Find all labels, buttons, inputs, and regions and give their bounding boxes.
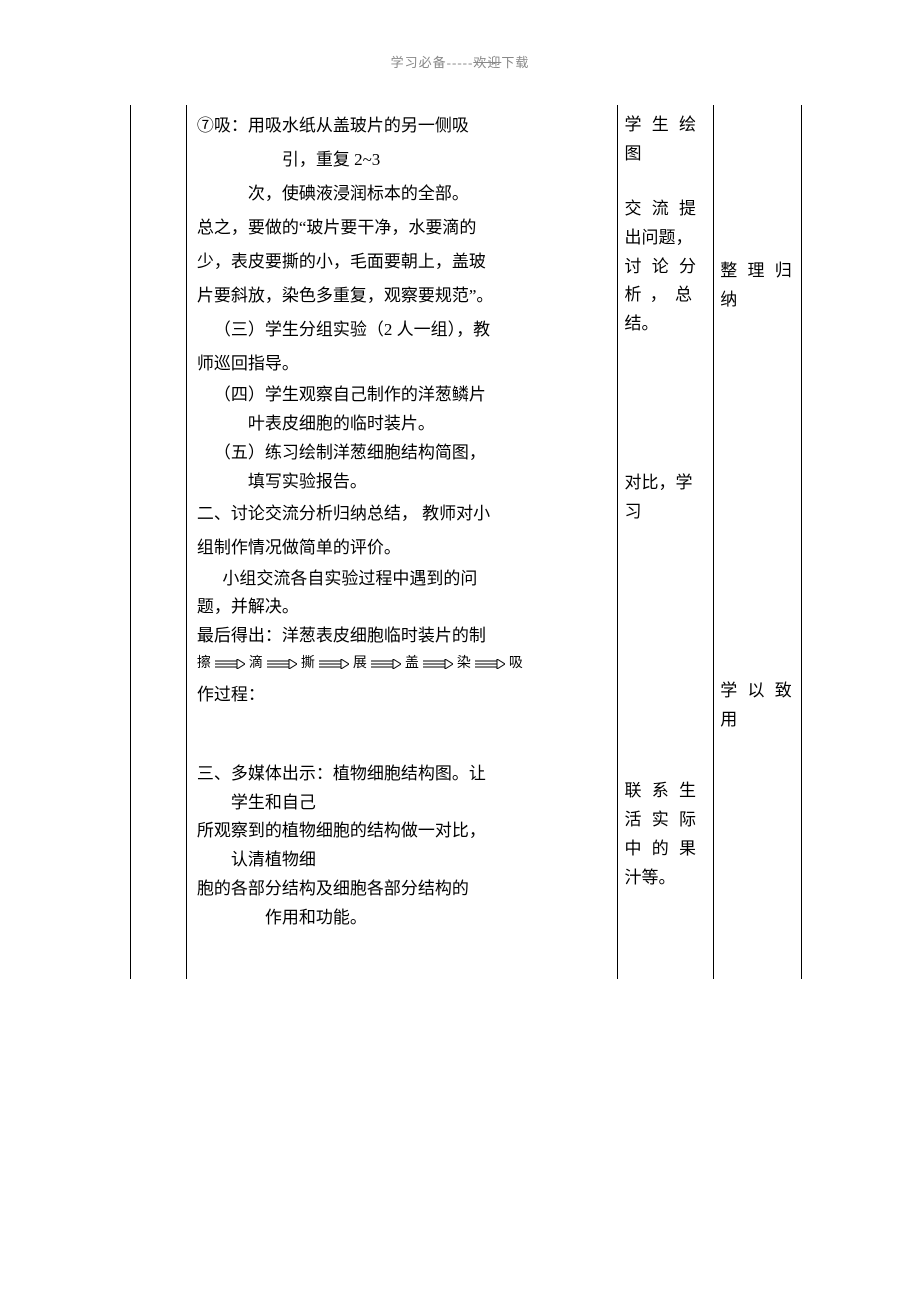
header-left: 学习必备 bbox=[391, 55, 447, 70]
process-flow: 擦 滴 撕 展 盖 染 吸 bbox=[197, 651, 608, 677]
text-line: 次，使碘液浸润标本的全部。 bbox=[197, 177, 608, 211]
text-line: 认清植物细 bbox=[197, 846, 608, 875]
lesson-plan-table: ⑦吸：用吸水纸从盖玻片的另一侧吸 引，重复 2~3 次，使碘液浸润标本的全部。 … bbox=[130, 105, 802, 979]
text-line: 交 流 提 bbox=[624, 195, 707, 224]
col1-cell bbox=[131, 105, 187, 979]
text-line: 所观察到的植物细胞的结构做一对比， bbox=[197, 817, 608, 846]
text-line: 最后得出：洋葱表皮细胞临时装片的制 bbox=[197, 622, 608, 651]
text-line: 学 以 致 bbox=[720, 677, 795, 706]
text-line: 析 ， 总 bbox=[624, 281, 707, 310]
text-line: 小组交流各自实验过程中遇到的问 bbox=[197, 565, 608, 594]
text-line: 总之，要做的“玻片要干净，水要滴的 bbox=[197, 211, 608, 245]
header-sep: ----- bbox=[447, 55, 474, 70]
text-line: 少，表皮要撕的小，毛面要朝上，盖玻 bbox=[197, 245, 608, 279]
text-line: 出问题， bbox=[624, 224, 707, 253]
text-line: 讨 论 分 bbox=[624, 253, 707, 282]
lesson-plan-table-wrap: ⑦吸：用吸水纸从盖玻片的另一侧吸 引，重复 2~3 次，使碘液浸润标本的全部。 … bbox=[130, 105, 802, 979]
text-line: 对比，学 bbox=[624, 469, 707, 498]
text-line: 片要斜放，染色多重复，观察要规范”。 bbox=[197, 279, 608, 313]
text-line: 学生和自己 bbox=[197, 789, 608, 818]
arrow-icon bbox=[475, 659, 505, 669]
arrow-icon bbox=[423, 659, 453, 669]
text-line: 汁等。 bbox=[624, 864, 707, 893]
text-line: 活 实 际 bbox=[624, 806, 707, 835]
text-line: 题，并解决。 bbox=[197, 593, 608, 622]
text-line: 胞的各部分结构及细胞各部分结构的 bbox=[197, 875, 608, 904]
flow-step: 染 bbox=[457, 653, 471, 675]
text-line: 叶表皮细胞的临时装片。 bbox=[197, 410, 608, 439]
text-line: ⑦吸：用吸水纸从盖玻片的另一侧吸 bbox=[197, 109, 608, 143]
text-line: （四）学生观察自己制作的洋葱鳞片 bbox=[197, 381, 608, 410]
text-line: 学 生 绘 bbox=[624, 111, 707, 140]
col4-cell: 整 理 归 纳 学 以 致 用 bbox=[714, 105, 802, 979]
text-line: 师巡回指导。 bbox=[197, 347, 608, 381]
text-line: （三）学生分组实验（2 人一组），教 bbox=[197, 313, 608, 347]
text-line: 联 系 生 bbox=[624, 777, 707, 806]
text-line: 整 理 归 bbox=[720, 257, 795, 286]
arrow-icon bbox=[267, 659, 297, 669]
flow-step: 吸 bbox=[509, 653, 523, 675]
table-row: ⑦吸：用吸水纸从盖玻片的另一侧吸 引，重复 2~3 次，使碘液浸润标本的全部。 … bbox=[131, 105, 802, 979]
text-line: （五）练习绘制洋葱细胞结构简图， bbox=[197, 439, 608, 468]
text-line: 作用和功能。 bbox=[197, 904, 608, 933]
text-line: 填写实验报告。 bbox=[197, 468, 608, 497]
flow-step: 撕 bbox=[301, 653, 315, 675]
page-header: 学习必备-----欢迎下载 bbox=[0, 0, 920, 71]
flow-step: 展 bbox=[353, 653, 367, 675]
student-activity-content: 学 生 绘 图 交 流 提 出问题， 讨 论 分 析 ， 总 结。 对比，学 习… bbox=[618, 105, 713, 899]
text-line: 纳 bbox=[720, 286, 795, 315]
header-right-plain: 下载 bbox=[501, 55, 529, 70]
text-line: 中 的 果 bbox=[624, 835, 707, 864]
design-intent-content: 整 理 归 纳 学 以 致 用 bbox=[714, 105, 801, 741]
flow-step: 滴 bbox=[249, 653, 263, 675]
text-line: 作过程： bbox=[197, 678, 608, 712]
teacher-activity-content: ⑦吸：用吸水纸从盖玻片的另一侧吸 引，重复 2~3 次，使碘液浸润标本的全部。 … bbox=[187, 105, 618, 979]
flow-step: 擦 bbox=[197, 653, 211, 675]
flow-step: 盖 bbox=[405, 653, 419, 675]
text-line: 图 bbox=[624, 140, 707, 169]
arrow-icon bbox=[215, 659, 245, 669]
text-line: 引，重复 2~3 bbox=[197, 143, 608, 177]
text-line: 习 bbox=[624, 498, 707, 527]
text-line: 组制作情况做简单的评价。 bbox=[197, 531, 608, 565]
text-line: 三、多媒体出示：植物细胞结构图。让 bbox=[197, 760, 608, 789]
header-right-strike: 欢迎 bbox=[473, 55, 501, 70]
col2-cell: ⑦吸：用吸水纸从盖玻片的另一侧吸 引，重复 2~3 次，使碘液浸润标本的全部。 … bbox=[186, 105, 618, 979]
arrow-icon bbox=[371, 659, 401, 669]
text-line: 用 bbox=[720, 706, 795, 735]
col3-cell: 学 生 绘 图 交 流 提 出问题， 讨 论 分 析 ， 总 结。 对比，学 习… bbox=[618, 105, 714, 979]
text-line: 结。 bbox=[624, 310, 707, 339]
arrow-icon bbox=[319, 659, 349, 669]
text-line: 二、讨论交流分析归纳总结， 教师对小 bbox=[197, 497, 608, 531]
